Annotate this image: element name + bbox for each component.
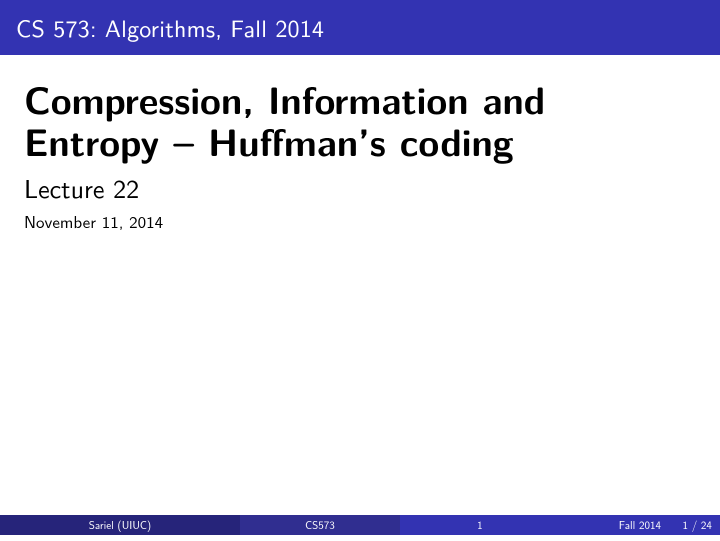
lecture-date: November 11, 2014 — [24, 209, 696, 234]
footer-course-code: CS573 — [240, 515, 400, 535]
slide-header: CS 573: Algorithms, Fall 2014 — [0, 0, 720, 55]
slide-footer: Sariel (UIUC) CS573 1 Fall 2014 1 / 24 — [0, 515, 720, 535]
course-header-title: CS 573: Algorithms, Fall 2014 — [16, 10, 704, 45]
slide-body: Compression, Information and Entropy – H… — [0, 55, 720, 541]
slide-title: Compression, Information and Entropy – H… — [24, 79, 696, 163]
title-line-2: Entropy – Huffman’s coding — [24, 114, 514, 168]
lecture-number: Lecture 22 — [24, 169, 696, 207]
footer-author: Sariel (UIUC) — [0, 515, 240, 535]
footer-term-page: Fall 2014 1 / 24 — [560, 515, 720, 535]
footer-term: Fall 2014 — [619, 515, 661, 535]
footer-page-indicator: 1 / 24 — [683, 515, 712, 535]
slide: CS 573: Algorithms, Fall 2014 Compressio… — [0, 0, 720, 541]
footer-frame-count: 1 — [400, 515, 560, 535]
